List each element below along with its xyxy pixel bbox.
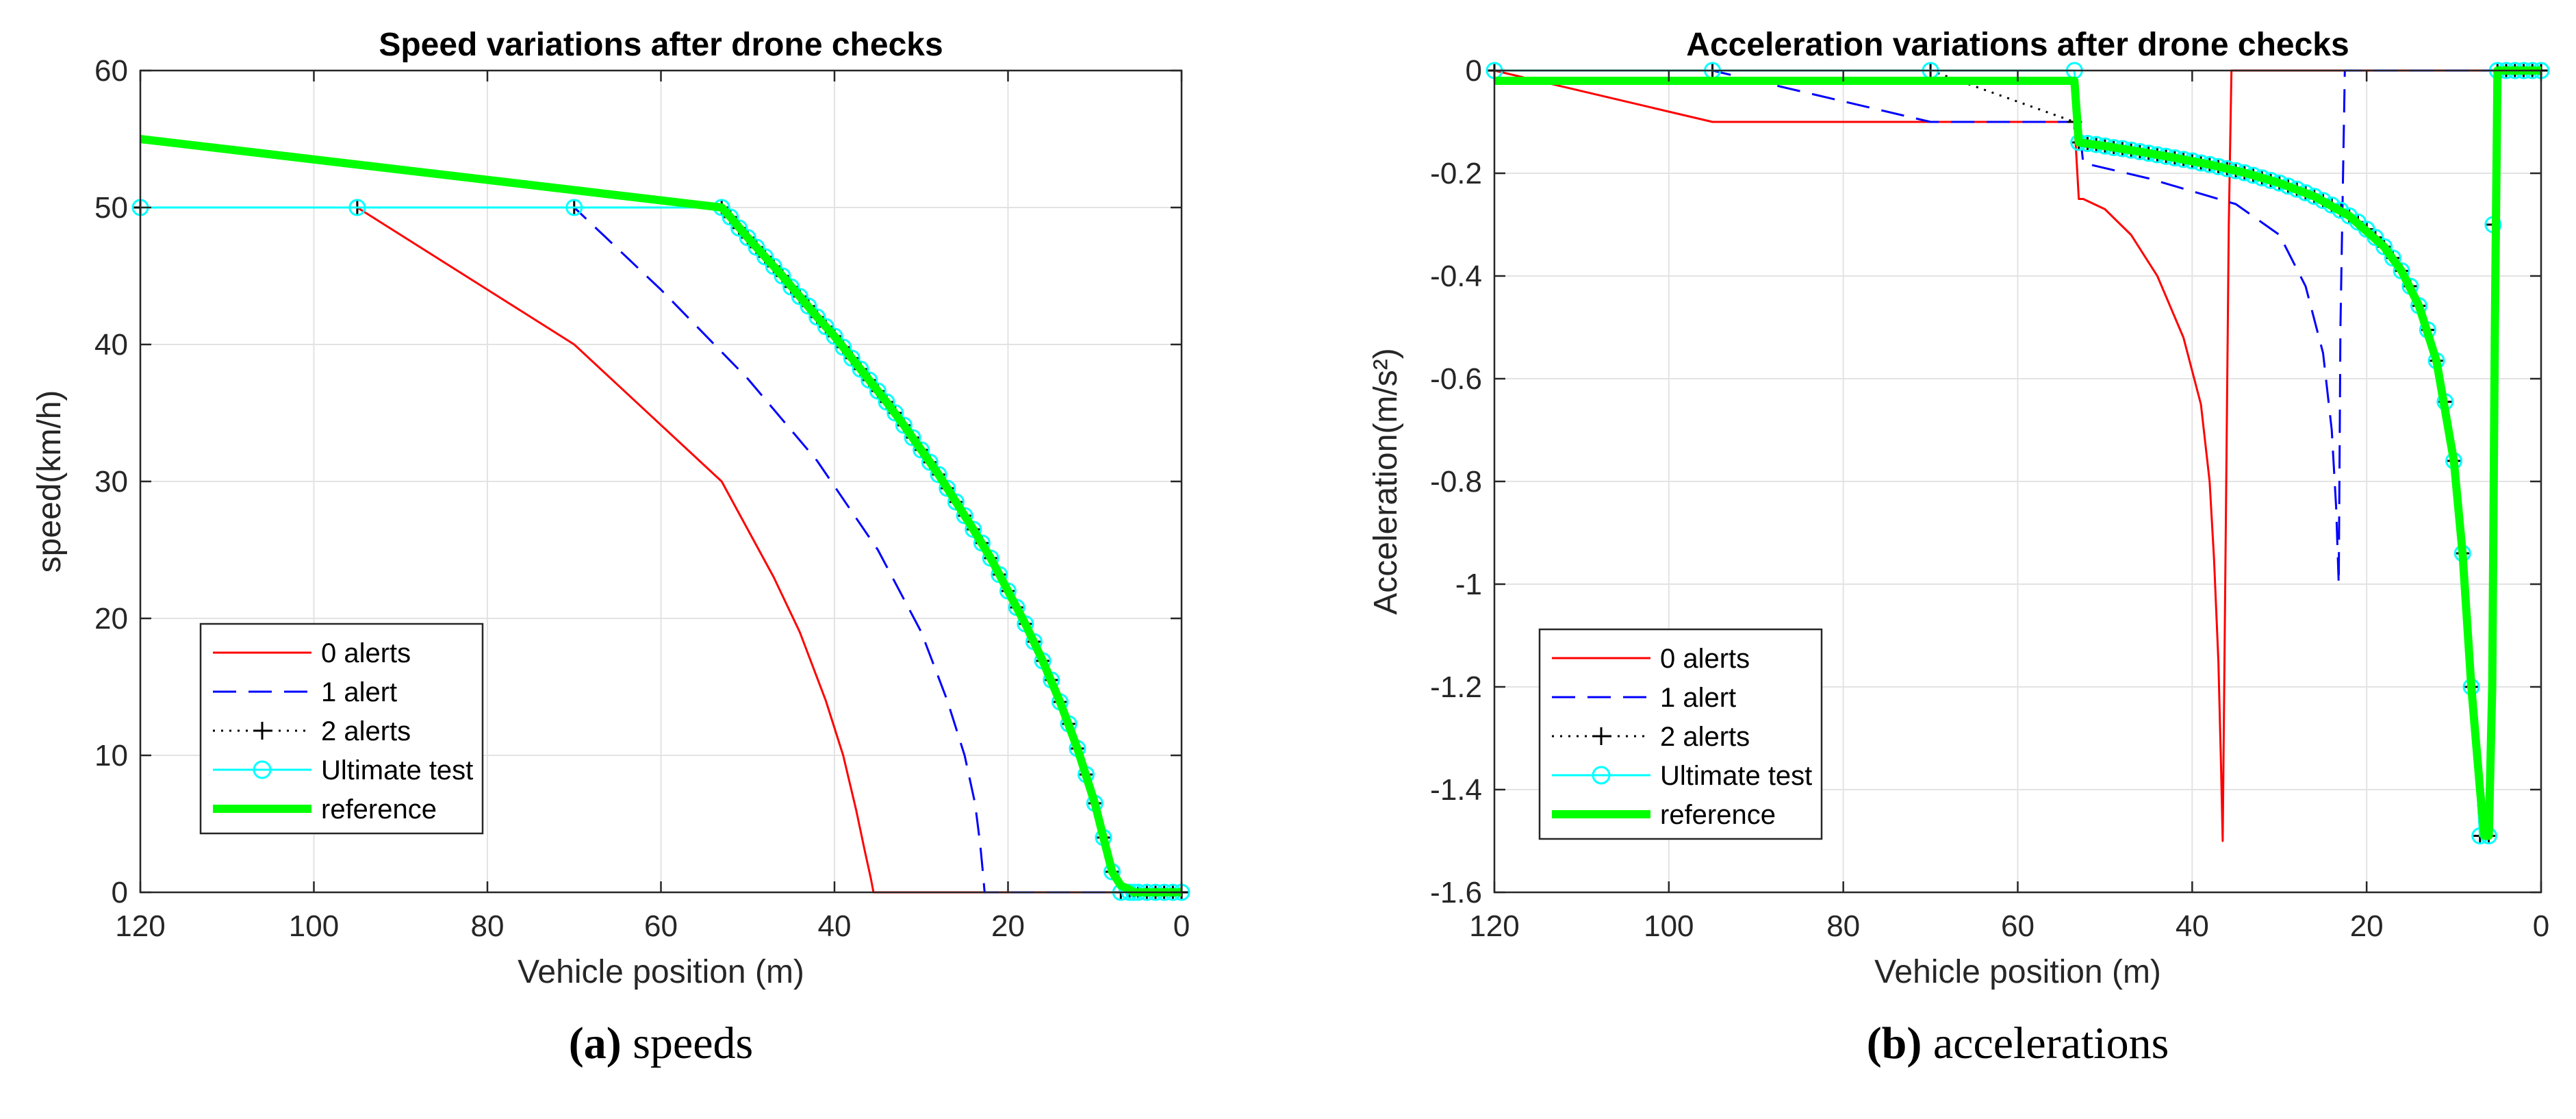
data-point-ultimate-test xyxy=(843,349,860,367)
series-line-reference xyxy=(1494,66,2541,840)
panel-speeds: 120 100 80 60 40 20 0 0 10 20 30 40 50 60 Speed variat… xyxy=(31,27,1190,1068)
legend-label-reference: reference xyxy=(1660,800,1776,830)
data-point-ultimate-test xyxy=(808,308,826,326)
data-point-ultimate-test xyxy=(878,393,895,411)
data-point-ultimate-test xyxy=(782,278,800,296)
caption-letter: (a) xyxy=(569,1018,622,1068)
caption-text: accelerations xyxy=(1922,1018,2169,1068)
legend-marker-ultimate-test xyxy=(253,760,272,779)
x-tick-label: 0 xyxy=(2533,909,2549,943)
legend-label-ultimate-test: Ultimate test xyxy=(1660,761,1812,791)
data-point-ultimate-test xyxy=(348,199,366,216)
data-point-ultimate-test xyxy=(834,338,852,356)
x-tick-label: 40 xyxy=(818,909,852,943)
x-tick-label: 80 xyxy=(1826,909,1860,943)
legend-box xyxy=(1538,628,1823,840)
data-point-ultimate-test xyxy=(791,288,808,305)
y-tick-label: 20 xyxy=(94,602,128,636)
y-tick-label: 60 xyxy=(94,54,128,88)
y-tick-label: -1 xyxy=(1455,568,1482,601)
chart-title: Acceleration variations after drone chec… xyxy=(1686,27,2349,63)
x-tick-label: 60 xyxy=(644,909,678,943)
caption: (b) accelerations xyxy=(1867,1018,2169,1068)
y-tick-label: 30 xyxy=(94,465,128,499)
data-point-ultimate-test xyxy=(765,257,782,275)
legend-label-0-alerts: 0 alerts xyxy=(1660,644,1750,674)
y-tick-label: 50 xyxy=(94,191,128,225)
legend-marker-2-alerts xyxy=(253,722,271,740)
data-point-ultimate-test xyxy=(565,199,583,216)
legend-box xyxy=(199,623,484,835)
x-tick-label: 40 xyxy=(2176,909,2209,943)
y-tick-label: -0.2 xyxy=(1430,157,1482,190)
y-tick-label: -0.8 xyxy=(1430,465,1482,499)
data-point-ultimate-test xyxy=(730,219,748,237)
y-tick-label: -1.6 xyxy=(1430,876,1482,909)
y-tick-label: 10 xyxy=(94,739,128,772)
y-tick-label: 0 xyxy=(112,876,128,909)
legend-label-2-alerts: 2 alerts xyxy=(1660,722,1750,752)
data-point-ultimate-test xyxy=(826,327,843,345)
y-tick-label: -1.2 xyxy=(1430,670,1482,704)
y-tick-label: -0.4 xyxy=(1430,260,1482,293)
data-point-ultimate-test xyxy=(756,248,774,266)
data-point-ultimate-test xyxy=(774,267,791,285)
x-tick-label: 20 xyxy=(2350,909,2384,943)
legend-label-1-alert: 1 alert xyxy=(321,677,397,707)
legend-label-ultimate-test: Ultimate test xyxy=(321,755,473,785)
legend-label-reference: reference xyxy=(321,794,437,825)
chart-title: Speed variations after drone checks xyxy=(379,27,943,63)
x-tick-label: 60 xyxy=(2001,909,2035,943)
legend: 0 alerts 1 alert 2 alerts Ultimate test refe… xyxy=(199,623,484,835)
data-point-ultimate-test xyxy=(869,382,887,400)
legend-label-2-alerts: 2 alerts xyxy=(321,716,411,746)
data-point-ultimate-test xyxy=(904,429,921,447)
data-point-ultimate-test xyxy=(2375,238,2393,255)
series-line-1-alert xyxy=(140,206,1182,894)
legend: 0 alerts 1 alert 2 alerts Ultimate test refe… xyxy=(1538,628,1823,840)
series-group xyxy=(1485,62,2550,844)
y-tick-label: 40 xyxy=(94,328,128,362)
series-group xyxy=(131,135,1190,901)
data-point-ultimate-test xyxy=(722,208,739,226)
x-axis-label: Vehicle position (m) xyxy=(1874,954,2161,990)
x-tick-label: 120 xyxy=(1469,909,1519,943)
data-point-ultimate-test xyxy=(852,360,869,378)
y-tick-label: -1.4 xyxy=(1430,773,1482,807)
data-point-ultimate-test xyxy=(739,229,756,247)
data-point-ultimate-test xyxy=(748,238,765,256)
y-axis-label: Acceleration(m/s²) xyxy=(1368,348,1404,614)
legend-label-0-alerts: 0 alerts xyxy=(321,638,411,668)
caption-letter: (b) xyxy=(1867,1018,1922,1068)
data-point-ultimate-test xyxy=(817,318,834,336)
x-tick-label: 100 xyxy=(289,909,339,943)
x-tick-label: 20 xyxy=(991,909,1025,943)
data-point-ultimate-test xyxy=(913,441,930,459)
series-line-0-alerts xyxy=(140,206,1182,894)
x-tick-label: 80 xyxy=(471,909,505,943)
data-point-ultimate-test xyxy=(895,416,913,434)
legend-label-1-alert: 1 alert xyxy=(1660,683,1736,713)
series-line-reference xyxy=(140,135,1182,896)
legend-marker-ultimate-test xyxy=(1592,766,1611,785)
y-axis-label: speed(km/h) xyxy=(31,390,68,573)
series-line-1-alert xyxy=(1494,69,2541,586)
x-tick-label: 120 xyxy=(115,909,165,943)
data-point-ultimate-test xyxy=(860,371,878,389)
caption-text: speeds xyxy=(622,1018,753,1068)
data-point-ultimate-test xyxy=(921,453,939,471)
panel-accelerations: 120 100 80 60 40 20 0 -1.6 -1.4 -1.2 -1 -0.8 -0.6 -0.… xyxy=(1368,27,2550,1068)
legend-marker-2-alerts xyxy=(1592,727,1610,745)
x-tick-label: 0 xyxy=(1173,909,1190,943)
y-tick-label: 0 xyxy=(1466,54,1482,88)
y-tick-label: -0.6 xyxy=(1430,362,1482,396)
x-axis-label: Vehicle position (m) xyxy=(518,954,804,990)
caption: (a) speeds xyxy=(569,1018,753,1068)
data-point-ultimate-test xyxy=(800,297,817,315)
x-tick-label: 100 xyxy=(1644,909,1694,943)
